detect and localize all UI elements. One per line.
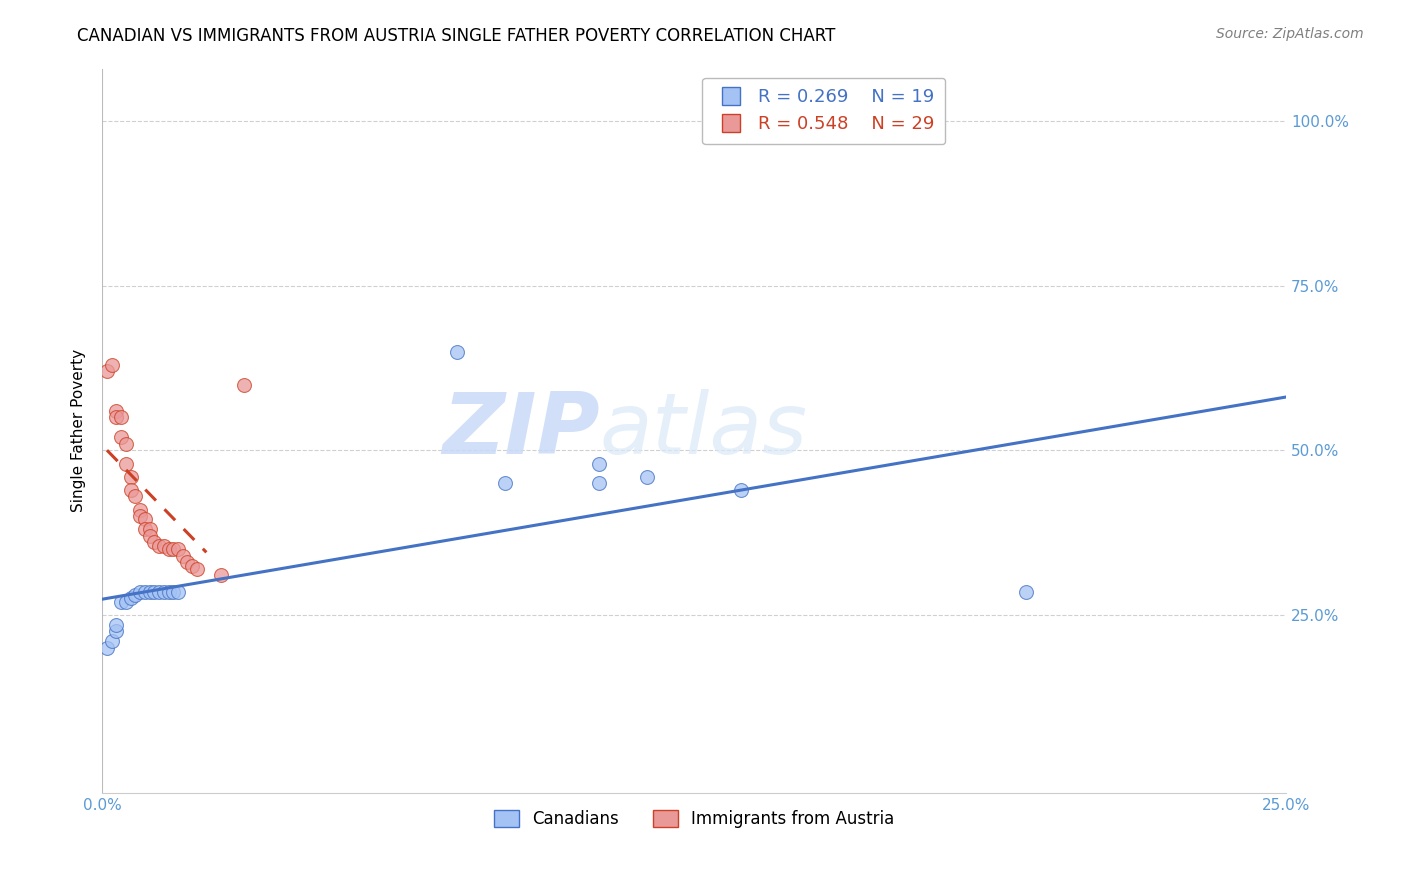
Text: Source: ZipAtlas.com: Source: ZipAtlas.com: [1216, 27, 1364, 41]
Point: [494, 476, 516, 491]
Point: [588, 457, 610, 471]
Point: [186, 562, 208, 576]
Point: [148, 539, 170, 553]
Point: [105, 617, 128, 632]
Point: [100, 634, 122, 648]
Point: [134, 512, 156, 526]
Point: [110, 430, 132, 444]
Point: [120, 591, 142, 606]
Point: [148, 585, 170, 599]
Point: [129, 502, 152, 516]
Point: [110, 410, 132, 425]
Point: [446, 344, 468, 359]
Point: [143, 535, 166, 549]
Point: [124, 490, 146, 504]
Point: [105, 404, 128, 418]
Point: [1014, 585, 1036, 599]
Text: atlas: atlas: [599, 389, 807, 472]
Point: [172, 549, 194, 563]
Text: ZIP: ZIP: [441, 389, 599, 472]
Point: [115, 595, 138, 609]
Legend: Canadians, Immigrants from Austria: Canadians, Immigrants from Austria: [488, 804, 901, 835]
Point: [152, 585, 174, 599]
Text: CANADIAN VS IMMIGRANTS FROM AUSTRIA SINGLE FATHER POVERTY CORRELATION CHART: CANADIAN VS IMMIGRANTS FROM AUSTRIA SING…: [77, 27, 835, 45]
Point: [115, 436, 138, 450]
Point: [209, 568, 232, 582]
Point: [129, 509, 152, 524]
Point: [105, 410, 128, 425]
Point: [167, 542, 190, 557]
Point: [157, 585, 180, 599]
Point: [162, 585, 184, 599]
Point: [143, 585, 166, 599]
Point: [96, 364, 118, 378]
Point: [134, 585, 156, 599]
Point: [588, 476, 610, 491]
Point: [162, 542, 184, 557]
Point: [124, 588, 146, 602]
Point: [138, 529, 160, 543]
Point: [167, 585, 190, 599]
Point: [636, 469, 658, 483]
Point: [138, 522, 160, 536]
Point: [120, 469, 142, 483]
Point: [730, 483, 752, 497]
Point: [105, 624, 128, 639]
Point: [152, 539, 174, 553]
Point: [176, 555, 198, 569]
Point: [134, 522, 156, 536]
Point: [157, 542, 180, 557]
Point: [100, 358, 122, 372]
Point: [120, 483, 142, 497]
Point: [129, 585, 152, 599]
Point: [110, 595, 132, 609]
Y-axis label: Single Father Poverty: Single Father Poverty: [72, 349, 86, 512]
Point: [96, 640, 118, 655]
Point: [181, 558, 204, 573]
Point: [233, 377, 256, 392]
Point: [138, 585, 160, 599]
Point: [115, 457, 138, 471]
